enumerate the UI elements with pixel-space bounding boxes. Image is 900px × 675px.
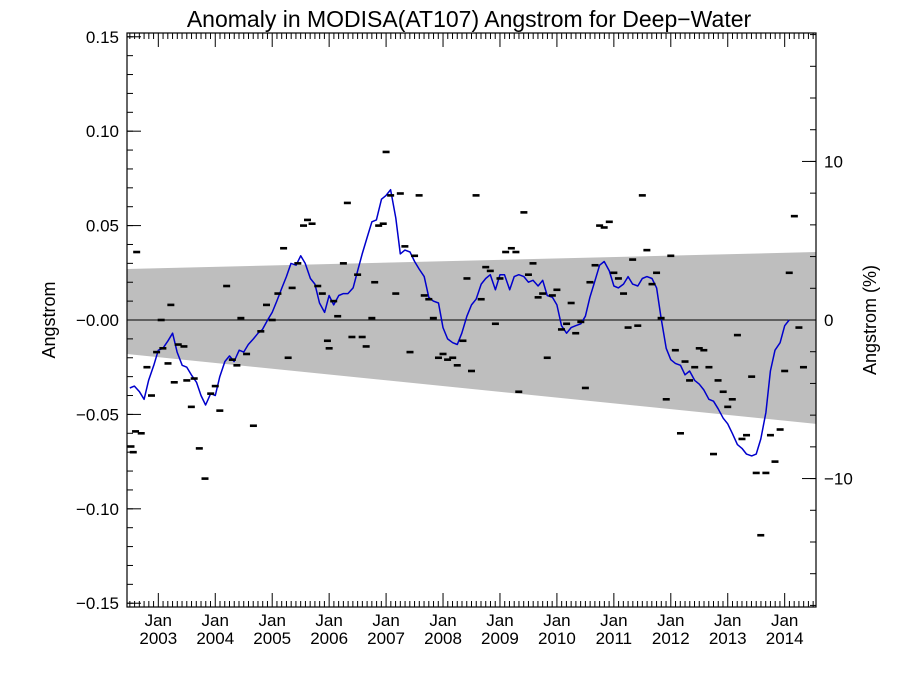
y-tick-label: 0.15 xyxy=(86,28,119,47)
x-tick-label-year: 2005 xyxy=(253,629,291,648)
y-tick-label: −0.05 xyxy=(76,405,119,424)
x-tick-label-year: 2008 xyxy=(424,629,462,648)
x-tick-label-year: 2012 xyxy=(652,629,690,648)
y-tick-label: −0.10 xyxy=(76,500,119,519)
trend-band xyxy=(127,252,816,424)
x-tick-label-month: Jan xyxy=(714,611,741,630)
axes: −0.15 −0.10 −0.05 −0.00 0.05 0.10 0.15 −10 0 10 Ja… xyxy=(76,28,853,648)
plot-contents xyxy=(127,150,816,537)
y2-tick-label: 10 xyxy=(824,152,843,171)
y-axis-label: Angstrom xyxy=(39,281,59,358)
y2-tick-label: 0 xyxy=(824,311,833,330)
x-tick-label-year: 2006 xyxy=(310,629,348,648)
x-tick-label-year: 2011 xyxy=(596,629,633,648)
x-tick-label-month: Jan xyxy=(657,611,684,630)
x-tick-label-year: 2003 xyxy=(139,629,177,648)
x-tick-label-year: 2013 xyxy=(709,629,747,648)
y-tick-label: −0.15 xyxy=(76,594,119,613)
y-tick-label: 0.10 xyxy=(86,122,119,141)
x-tick-label-month: Jan xyxy=(145,611,172,630)
x-tick-label-year: 2004 xyxy=(196,629,234,648)
x-tick-label-month: Jan xyxy=(429,611,456,630)
x-tick-label-year: 2010 xyxy=(538,629,576,648)
x-tick-label-month: Jan xyxy=(543,611,570,630)
chart-title: Anomaly in MODISA(AT107) Angstrom for De… xyxy=(187,6,752,32)
x-tick-label-month: Jan xyxy=(372,611,399,630)
y2-axis-label: Angstrom (%) xyxy=(860,265,880,375)
x-tick-label-year: 2007 xyxy=(367,629,405,648)
plot-area xyxy=(127,150,816,537)
x-tick-label-year: 2009 xyxy=(481,629,519,648)
x-tick-label-month: Jan xyxy=(202,611,229,630)
x-tick-label-month: Jan xyxy=(258,611,285,630)
x-tick-label-month: Jan xyxy=(486,611,513,630)
y-tick-label: −0.00 xyxy=(76,311,119,330)
x-tick-label-year: 2014 xyxy=(766,629,804,648)
series-0-line xyxy=(129,188,790,457)
y2-tick-label: −10 xyxy=(824,470,853,489)
y-tick-label: 0.05 xyxy=(86,217,119,236)
x-tick-label-month: Jan xyxy=(771,611,798,630)
x-tick-label-month: Jan xyxy=(315,611,342,630)
x-tick-label-month: Jan xyxy=(600,611,627,630)
